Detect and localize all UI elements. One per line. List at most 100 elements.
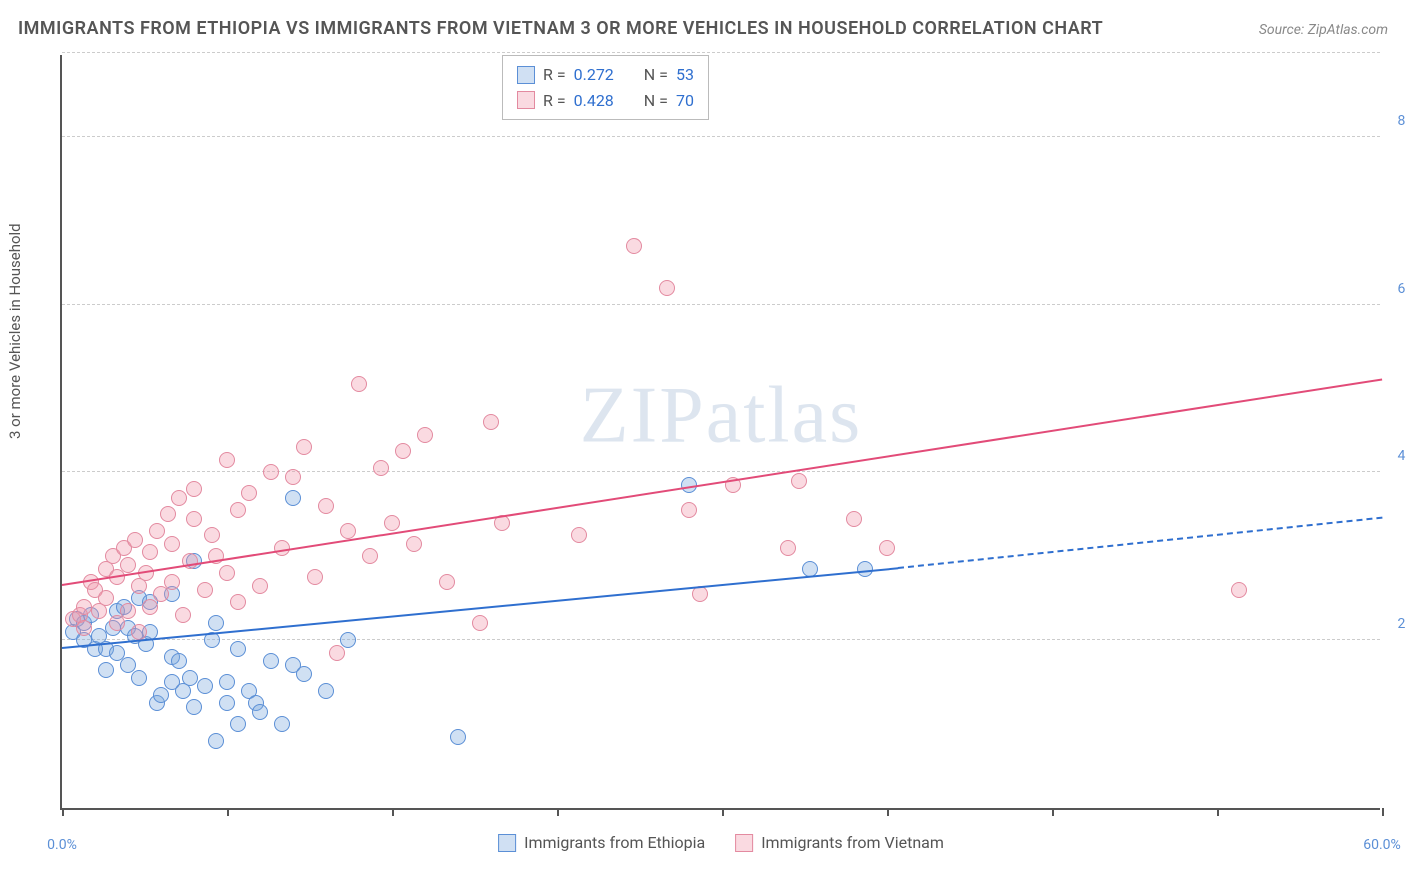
scatter-point bbox=[230, 716, 246, 732]
scatter-point bbox=[219, 695, 235, 711]
scatter-point bbox=[659, 280, 675, 296]
gridline-h bbox=[62, 471, 1380, 472]
scatter-point bbox=[127, 532, 143, 548]
scatter-point bbox=[252, 704, 268, 720]
scatter-point bbox=[329, 645, 345, 661]
scatter-point bbox=[681, 502, 697, 518]
scatter-point bbox=[879, 540, 895, 556]
scatter-point bbox=[450, 729, 466, 745]
legend-swatch bbox=[735, 834, 753, 852]
x-tick bbox=[1217, 808, 1219, 816]
scatter-point bbox=[571, 527, 587, 543]
scatter-point bbox=[340, 632, 356, 648]
y-axis-label: 3 or more Vehicles in Household bbox=[6, 223, 24, 439]
scatter-point bbox=[131, 624, 147, 640]
watermark: ZIPatlas bbox=[580, 371, 863, 462]
trendline bbox=[898, 517, 1382, 569]
scatter-point bbox=[230, 594, 246, 610]
scatter-point bbox=[351, 376, 367, 392]
scatter-point bbox=[406, 536, 422, 552]
gridline-h bbox=[62, 52, 1380, 53]
scatter-point bbox=[186, 699, 202, 715]
scatter-point bbox=[285, 490, 301, 506]
scatter-point bbox=[230, 641, 246, 657]
scatter-point bbox=[252, 578, 268, 594]
legend-item: Immigrants from Vietnam bbox=[735, 833, 944, 852]
scatter-point bbox=[186, 481, 202, 497]
scatter-point bbox=[1231, 582, 1247, 598]
scatter-point bbox=[182, 670, 198, 686]
scatter-point bbox=[439, 574, 455, 590]
x-tick bbox=[392, 808, 394, 816]
y-tick-label: 60.0% bbox=[1397, 281, 1406, 297]
scatter-point bbox=[340, 523, 356, 539]
scatter-point bbox=[175, 607, 191, 623]
scatter-point bbox=[274, 716, 290, 732]
scatter-point bbox=[219, 565, 235, 581]
trendline bbox=[62, 378, 1382, 586]
scatter-point bbox=[219, 674, 235, 690]
y-tick-label: 40.0% bbox=[1397, 448, 1406, 464]
scatter-point bbox=[197, 678, 213, 694]
stats-legend: R = 0.272N = 53R = 0.428N = 70 bbox=[502, 55, 709, 120]
scatter-point bbox=[142, 544, 158, 560]
scatter-point bbox=[204, 527, 220, 543]
scatter-point bbox=[149, 523, 165, 539]
scatter-point bbox=[197, 582, 213, 598]
scatter-point bbox=[98, 662, 114, 678]
source-label: Source: ZipAtlas.com bbox=[1259, 22, 1388, 38]
gridline-h bbox=[62, 639, 1380, 640]
x-tick bbox=[1382, 808, 1384, 816]
scatter-point bbox=[160, 506, 176, 522]
legend-swatch bbox=[517, 66, 535, 84]
scatter-point bbox=[241, 485, 257, 501]
stats-legend-row: R = 0.272N = 53 bbox=[517, 62, 694, 88]
x-tick bbox=[887, 808, 889, 816]
scatter-point bbox=[362, 548, 378, 564]
scatter-point bbox=[208, 733, 224, 749]
scatter-point bbox=[285, 469, 301, 485]
scatter-point bbox=[296, 439, 312, 455]
scatter-point bbox=[76, 599, 92, 615]
x-tick bbox=[557, 808, 559, 816]
scatter-point bbox=[98, 590, 114, 606]
plot-area: ZIPatlas R = 0.272N = 53R = 0.428N = 70 … bbox=[60, 55, 1380, 810]
scatter-point bbox=[296, 666, 312, 682]
gridline-h bbox=[62, 136, 1380, 137]
scatter-point bbox=[171, 490, 187, 506]
x-tick bbox=[1052, 808, 1054, 816]
scatter-point bbox=[846, 511, 862, 527]
scatter-point bbox=[263, 464, 279, 480]
scatter-point bbox=[318, 683, 334, 699]
scatter-point bbox=[120, 603, 136, 619]
scatter-point bbox=[417, 427, 433, 443]
scatter-point bbox=[208, 615, 224, 631]
y-tick-label: 20.0% bbox=[1397, 616, 1406, 632]
x-tick bbox=[62, 808, 64, 816]
scatter-point bbox=[395, 443, 411, 459]
scatter-point bbox=[186, 511, 202, 527]
scatter-point bbox=[626, 238, 642, 254]
legend-swatch bbox=[498, 834, 516, 852]
scatter-point bbox=[318, 498, 334, 514]
scatter-point bbox=[219, 452, 235, 468]
series-legend: Immigrants from EthiopiaImmigrants from … bbox=[498, 833, 944, 852]
scatter-point bbox=[780, 540, 796, 556]
scatter-point bbox=[373, 460, 389, 476]
scatter-point bbox=[142, 599, 158, 615]
x-tick bbox=[227, 808, 229, 816]
gridline-h bbox=[62, 304, 1380, 305]
scatter-point bbox=[483, 414, 499, 430]
scatter-point bbox=[164, 574, 180, 590]
x-tick-label: 0.0% bbox=[47, 837, 77, 853]
stats-legend-row: R = 0.428N = 70 bbox=[517, 88, 694, 114]
scatter-point bbox=[120, 557, 136, 573]
scatter-point bbox=[307, 569, 323, 585]
scatter-point bbox=[164, 536, 180, 552]
scatter-point bbox=[153, 586, 169, 602]
scatter-point bbox=[791, 473, 807, 489]
scatter-point bbox=[263, 653, 279, 669]
scatter-point bbox=[153, 687, 169, 703]
x-tick-label: 60.0% bbox=[1363, 837, 1401, 853]
scatter-point bbox=[76, 620, 92, 636]
